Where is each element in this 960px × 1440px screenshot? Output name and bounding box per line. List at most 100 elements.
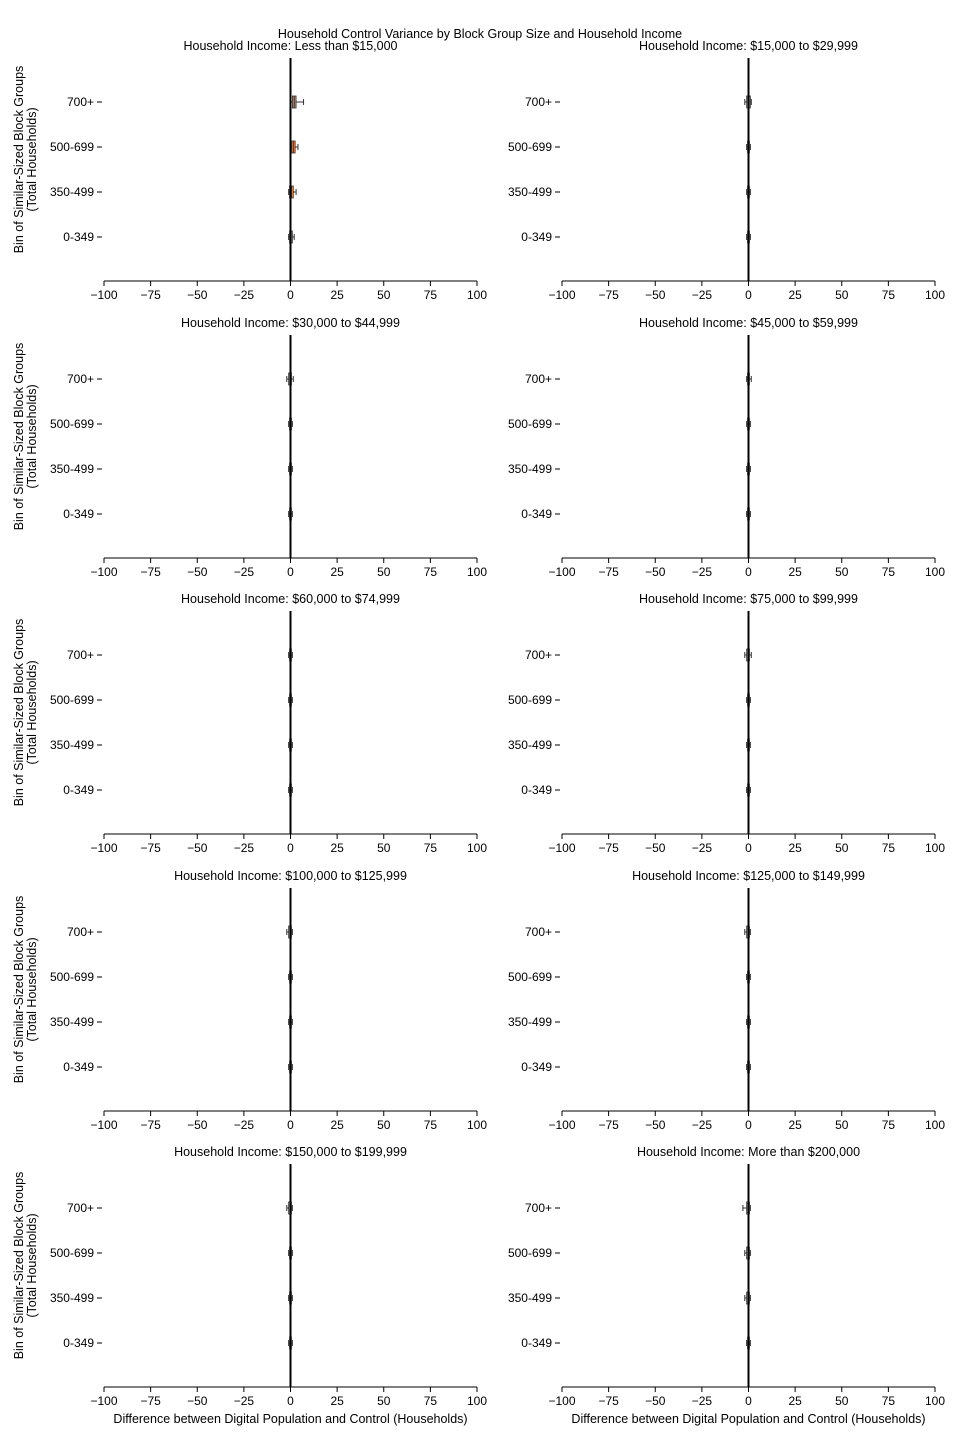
y-axis-label-line: Bin of Similar-Sized Block Groups: [12, 1172, 26, 1360]
subplot-title: Household Income: $75,000 to $99,999: [639, 592, 858, 606]
x-tick-label: −25: [234, 288, 255, 302]
y-tick-label: 500-699: [508, 970, 552, 984]
y-axis-label-line: (Total Households): [25, 937, 39, 1041]
x-tick-label: 50: [835, 565, 849, 579]
subplot-title: Household Income: $100,000 to $125,999: [174, 869, 407, 883]
subplot-title: Household Income: $45,000 to $59,999: [639, 316, 858, 330]
x-tick-label: −50: [187, 288, 208, 302]
subplot-4: Household Income: $45,000 to $59,999 −100…: [508, 316, 945, 579]
y-tick-label: 700+: [525, 925, 552, 939]
y-tick-label: 350-499: [508, 1015, 552, 1029]
y-tick-label: 0-349: [63, 1060, 94, 1074]
y-tick-label: 0-349: [63, 1336, 94, 1350]
y-tick-label: 350-499: [50, 738, 94, 752]
x-axis-label: Difference between Digital Population an…: [113, 1412, 467, 1426]
x-tick-label: −25: [234, 1118, 255, 1132]
x-tick-label: −75: [140, 1394, 161, 1408]
x-tick-label: 100: [467, 565, 487, 579]
y-tick-label: 500-699: [50, 693, 94, 707]
y-tick-label: 500-699: [50, 970, 94, 984]
x-tick-label: 0: [287, 841, 294, 855]
subplot-title: Household Income: $150,000 to $199,999: [174, 1145, 407, 1159]
x-tick-label: −25: [692, 1394, 713, 1408]
x-tick-label: 50: [377, 1394, 391, 1408]
subplot-title: Household Income: $15,000 to $29,999: [639, 39, 858, 53]
x-tick-label: −25: [234, 1394, 255, 1408]
x-tick-label: 75: [424, 841, 438, 855]
y-tick-label: 350-499: [50, 1291, 94, 1305]
x-tick-label: 50: [835, 1118, 849, 1132]
y-tick-label: 500-699: [508, 140, 552, 154]
y-tick-label: 350-499: [508, 1291, 552, 1305]
y-tick-label: 500-699: [508, 417, 552, 431]
y-tick-label: 350-499: [50, 185, 94, 199]
y-axis-label-line: (Total Households): [25, 1213, 39, 1317]
x-tick-label: 100: [925, 288, 945, 302]
subplot-9: Household Income: $150,000 to $199,999 −1…: [12, 1145, 487, 1426]
x-tick-label: 75: [882, 841, 896, 855]
x-tick-label: 75: [424, 1118, 438, 1132]
y-axis-label-line: Bin of Similar-Sized Block Groups: [12, 619, 26, 807]
x-tick-label: −50: [187, 565, 208, 579]
x-tick-label: 50: [377, 1118, 391, 1132]
y-tick-label: 350-499: [508, 185, 552, 199]
y-tick-label: 700+: [525, 648, 552, 662]
y-tick-label: 700+: [525, 372, 552, 386]
x-tick-label: −50: [645, 288, 666, 302]
y-tick-label: 500-699: [50, 1246, 94, 1260]
x-tick-label: −100: [90, 565, 117, 579]
x-tick-label: 100: [925, 841, 945, 855]
subplot-5: Household Income: $60,000 to $74,999 −100…: [12, 592, 487, 855]
x-tick-label: −75: [140, 565, 161, 579]
x-tick-label: 25: [788, 1394, 802, 1408]
x-tick-label: 75: [424, 1394, 438, 1408]
subplot-title: Household Income: More than $200,000: [637, 1145, 860, 1159]
x-axis-label: Difference between Digital Population an…: [571, 1412, 925, 1426]
y-tick-label: 350-499: [50, 462, 94, 476]
x-tick-label: −50: [187, 841, 208, 855]
y-tick-label: 0-349: [521, 1336, 552, 1350]
x-tick-label: 50: [835, 1394, 849, 1408]
subplot-8: Household Income: $125,000 to $149,999 −1…: [508, 869, 945, 1132]
subplot-10: Household Income: More than $200,000 −100…: [508, 1145, 945, 1426]
x-tick-label: −50: [645, 1394, 666, 1408]
x-tick-label: −50: [645, 841, 666, 855]
x-tick-label: −50: [187, 1394, 208, 1408]
x-tick-label: 100: [925, 565, 945, 579]
x-tick-label: 75: [424, 288, 438, 302]
x-tick-label: 0: [287, 1394, 294, 1408]
y-tick-label: 350-499: [508, 462, 552, 476]
y-tick-label: 0-349: [521, 507, 552, 521]
x-tick-label: −75: [140, 841, 161, 855]
x-tick-label: 50: [377, 565, 391, 579]
y-tick-label: 700+: [67, 95, 94, 109]
x-tick-label: 50: [377, 841, 391, 855]
box-700+: [290, 95, 305, 109]
x-tick-label: 0: [745, 841, 752, 855]
y-tick-label: 700+: [67, 1201, 94, 1215]
y-tick-label: 500-699: [508, 693, 552, 707]
panels-group: Household Income: Less than $15,000 −100 −…: [12, 39, 945, 1426]
x-tick-label: 0: [745, 1394, 752, 1408]
y-tick-label: 700+: [525, 95, 552, 109]
x-tick-label: 0: [287, 288, 294, 302]
x-tick-label: −25: [692, 565, 713, 579]
x-tick-label: 100: [467, 288, 487, 302]
y-axis-label-line: (Total Households): [25, 107, 39, 211]
x-tick-label: 100: [467, 1394, 487, 1408]
y-tick-label: 0-349: [63, 507, 94, 521]
figure-title: Household Control Variance by Block Grou…: [278, 27, 682, 41]
y-tick-label: 0-349: [521, 230, 552, 244]
y-tick-label: 0-349: [521, 783, 552, 797]
y-axis-label-line: Bin of Similar-Sized Block Groups: [12, 343, 26, 531]
x-tick-label: −75: [598, 288, 619, 302]
x-tick-label: −25: [234, 841, 255, 855]
x-tick-label: 25: [330, 288, 344, 302]
x-tick-label: −25: [692, 841, 713, 855]
subplot-title: Household Income: $125,000 to $149,999: [632, 869, 865, 883]
x-tick-label: −100: [548, 1118, 575, 1132]
y-tick-label: 350-499: [508, 738, 552, 752]
x-tick-label: 75: [882, 288, 896, 302]
y-axis-label-line: Bin of Similar-Sized Block Groups: [12, 66, 26, 254]
x-tick-label: −100: [90, 841, 117, 855]
